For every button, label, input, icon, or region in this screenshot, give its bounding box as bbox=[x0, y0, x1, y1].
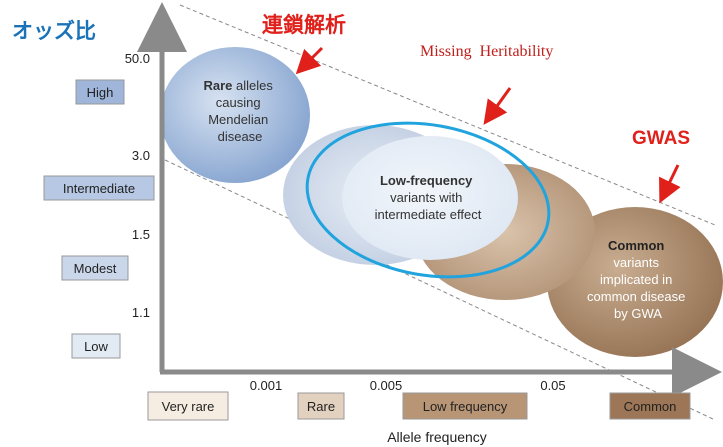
ellipse-line: variants with bbox=[390, 190, 462, 205]
guide-line bbox=[179, 4, 716, 226]
arrow bbox=[295, 46, 324, 75]
ellipse-bold: Rare bbox=[203, 78, 232, 93]
ellipse-bold: Low-frequency bbox=[380, 173, 473, 188]
x-level: Low frequency bbox=[423, 399, 508, 414]
ellipse-rare bbox=[160, 47, 310, 183]
y-value: 1.5 bbox=[132, 227, 150, 242]
ellipse-line: alleles bbox=[236, 78, 273, 93]
ellipse-line: implicated in bbox=[600, 272, 672, 287]
x-value: 0.005 bbox=[370, 378, 403, 393]
x-level: Common bbox=[624, 399, 677, 414]
ellipse-line: causing bbox=[216, 95, 261, 110]
y-level: Intermediate bbox=[63, 181, 135, 196]
gwas-label: GWAS bbox=[632, 128, 690, 149]
highlight-ellipse bbox=[305, 121, 551, 279]
ellipse-line: intermediate effect bbox=[375, 207, 482, 222]
ellipse-line: Mendelian bbox=[208, 112, 268, 127]
ellipse-line: disease bbox=[218, 129, 263, 144]
x-value: 0.05 bbox=[540, 378, 565, 393]
arrow bbox=[483, 87, 512, 125]
ellipse-bold: Common bbox=[608, 238, 664, 253]
y-level: Low bbox=[84, 339, 108, 354]
level-box bbox=[43, 175, 155, 201]
level-box bbox=[75, 79, 125, 105]
level-box bbox=[61, 255, 129, 281]
odds-label: オッズ比 bbox=[12, 19, 96, 43]
x-value: 0.001 bbox=[250, 378, 283, 393]
guide-line bbox=[164, 159, 716, 421]
ellipse-line: variants bbox=[613, 255, 659, 270]
y-value: 50.0 bbox=[125, 51, 150, 66]
arrow bbox=[659, 164, 681, 204]
ellipse-low bbox=[342, 136, 518, 260]
y-value: 1.1 bbox=[132, 305, 150, 320]
ellipse-line: by GWA bbox=[614, 306, 662, 321]
x-level: Rare bbox=[307, 399, 335, 414]
y-value: 3.0 bbox=[132, 148, 150, 163]
x-level: Very rare bbox=[162, 399, 215, 414]
y-level: High bbox=[87, 85, 114, 100]
y-level: Modest bbox=[74, 261, 117, 276]
level-box bbox=[609, 392, 691, 420]
ellipse-text: Common variants implicated in common dis… bbox=[587, 238, 689, 321]
level-box bbox=[147, 391, 229, 421]
linkage-label: 連鎖解析 bbox=[262, 13, 346, 37]
level-box bbox=[297, 392, 345, 420]
x-title: Allele frequency bbox=[387, 429, 487, 445]
level-box bbox=[71, 333, 121, 359]
missing-label: Missing Heritability bbox=[420, 43, 553, 60]
level-box bbox=[402, 392, 528, 420]
ellipse-text: Rare alleles causing Mendelian disease bbox=[203, 78, 276, 144]
ellipse-line: common disease bbox=[587, 289, 685, 304]
ellipse-text: Low-frequency variants with intermediate… bbox=[375, 173, 482, 222]
